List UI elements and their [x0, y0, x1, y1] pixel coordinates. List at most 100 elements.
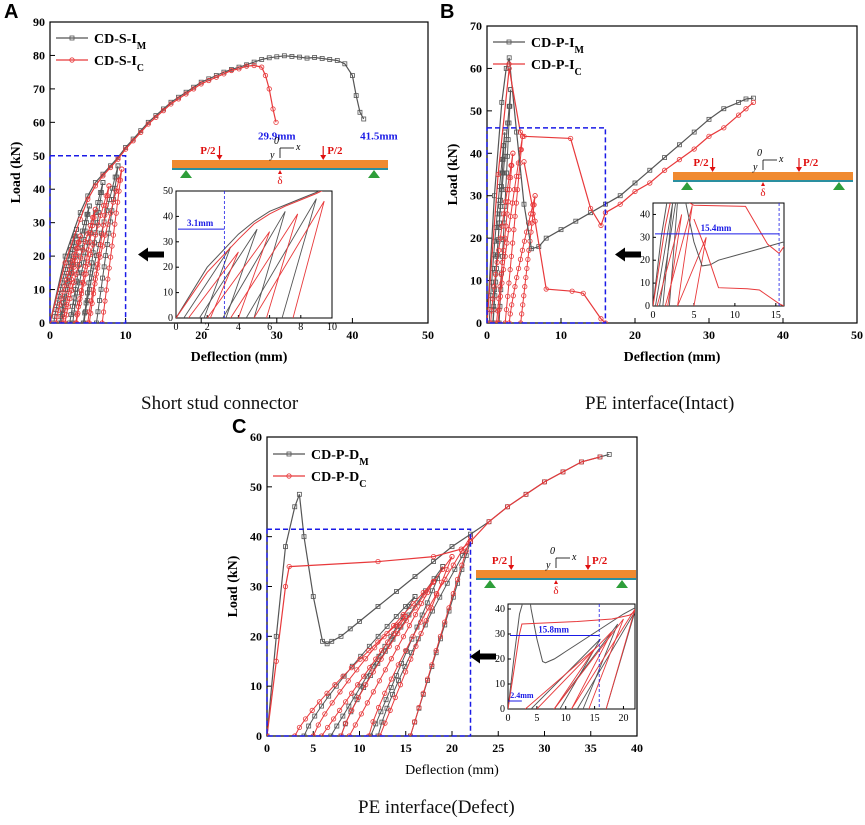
legend-label: CD-P-DM [311, 448, 369, 468]
measured-point [494, 253, 500, 259]
measured-point [84, 220, 89, 226]
measured-point [396, 678, 401, 683]
measured-point [403, 604, 408, 609]
computed-point [395, 630, 401, 637]
computed-point [397, 622, 403, 628]
series-line-extra [523, 161, 606, 323]
series-point [523, 491, 529, 497]
computed-point [426, 605, 432, 611]
series-point [286, 563, 292, 570]
computed-loop [340, 556, 453, 736]
series-point [123, 146, 129, 152]
measured-point [463, 553, 469, 558]
computed-point [355, 694, 362, 701]
inset-loop [188, 251, 239, 318]
computed-point [54, 314, 60, 320]
measured-point [114, 174, 119, 180]
computed-point [90, 291, 97, 297]
axis-y-label: y [752, 162, 758, 173]
chart-panel-c: C0 5 10 15 20 25 30 35 400102030405060Deflection… [226, 416, 643, 778]
computed-point [62, 283, 68, 289]
load-label: P/2 [200, 145, 216, 157]
computed-point [506, 227, 512, 233]
legend-marker [506, 39, 512, 45]
computed-point [521, 293, 527, 299]
computed-point [520, 302, 526, 308]
computed-point [418, 600, 425, 607]
series-point [587, 205, 594, 212]
y-tick-label: 20 [250, 629, 262, 643]
computed-point [420, 690, 426, 696]
series-point [342, 61, 348, 67]
measured-point [81, 320, 87, 323]
computed-point [489, 308, 495, 314]
series-point [661, 167, 668, 173]
series-point [578, 459, 585, 465]
load-arrow-head [709, 167, 716, 172]
measured-point [319, 703, 324, 709]
series-point [289, 54, 295, 59]
inset-y-tick-label: 40 [163, 211, 173, 222]
computed-point [413, 643, 419, 649]
computed-point [387, 707, 393, 713]
inset-y-tick-label: 0 [645, 301, 650, 312]
support-icon [616, 580, 628, 588]
computed-point [433, 647, 439, 654]
computed-point [363, 682, 369, 688]
computed-point [512, 213, 518, 219]
series-point [320, 638, 325, 644]
delta-arrow [554, 580, 558, 584]
computed-point [106, 183, 112, 189]
inset-y-tick-label: 0 [168, 313, 173, 324]
measured-point [97, 298, 102, 303]
computed-loop [490, 153, 514, 323]
beam-diagram: P/2 P/2 0 x y δ [476, 546, 636, 597]
inset-x-tick-label: 6 [267, 322, 272, 333]
beam-diagram: P/2 P/2 0 x y δ [172, 136, 388, 187]
measured-point [82, 228, 88, 234]
computed-point [519, 311, 525, 317]
series-point [153, 114, 159, 120]
computed-point [499, 280, 505, 286]
computed-point [329, 700, 335, 706]
x-tick-label: 10 [555, 328, 567, 342]
series-point [273, 658, 279, 664]
computed-point [76, 239, 82, 245]
y-tick-label: 50 [250, 480, 262, 494]
y-tick-label: 30 [250, 580, 262, 594]
computed-point [63, 312, 69, 318]
computed-point [78, 291, 85, 297]
computed-loop [87, 169, 123, 323]
computed-point [75, 245, 81, 252]
inset-x-tick-label: 5 [691, 310, 696, 321]
legend-label: CD-S-IC [94, 54, 144, 74]
series-point [569, 288, 575, 294]
computed-point [442, 619, 448, 625]
inset-frame [175, 190, 333, 319]
computed-point [375, 704, 382, 711]
series-point [503, 66, 509, 71]
computed-point [349, 707, 355, 713]
computed-point [75, 310, 81, 316]
series-point [270, 106, 276, 112]
computed-point [390, 623, 397, 629]
delta-label: δ [553, 585, 558, 597]
measured-point [379, 719, 385, 725]
axis-y-label: y [545, 560, 551, 571]
computed-point [115, 199, 121, 205]
computed-point [119, 166, 125, 172]
series-point [691, 146, 697, 152]
x-tick-label: 35 [585, 741, 597, 755]
measured-point [499, 184, 504, 190]
measured-point [104, 242, 110, 247]
computed-point [437, 633, 444, 639]
computed-point [526, 247, 532, 253]
y-tick-label: 80 [33, 48, 45, 62]
series-point [598, 316, 604, 322]
x-tick-label: 0 [484, 328, 490, 342]
computed-point [98, 212, 104, 218]
measured-point [115, 163, 121, 169]
load-label: P/2 [492, 555, 508, 567]
computed-point [99, 232, 105, 238]
